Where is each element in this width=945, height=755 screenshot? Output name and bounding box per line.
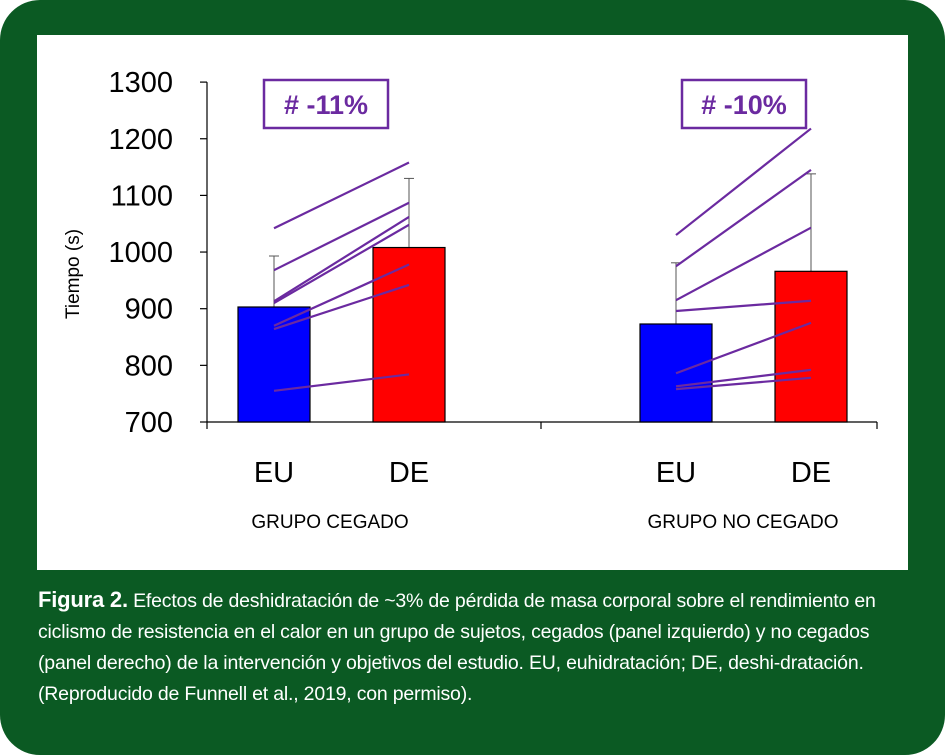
y-tick-label: 1300 (108, 67, 173, 99)
caption-text: Efectos de deshidratación de ~3% de pérd… (38, 590, 876, 705)
difference-badge-label: # -11% (284, 90, 368, 120)
subject-line (273, 201, 410, 272)
subject-line (675, 299, 812, 313)
y-tick-label: 1100 (111, 180, 173, 212)
group-label: GRUPO NO CEGADO (647, 512, 838, 533)
subject-line (273, 373, 410, 392)
bar-de (372, 246, 446, 423)
y-axis-label: Tiempo (s) (63, 229, 84, 319)
category-label: DE (389, 457, 429, 489)
category-label: DE (791, 457, 831, 489)
y-tick-label: 900 (125, 294, 173, 326)
subject-line (273, 223, 410, 304)
figure-caption: Figura 2. Efectos de deshidratación de ~… (38, 584, 910, 710)
subject-line (273, 283, 410, 331)
subject-line (273, 161, 410, 230)
caption-label: Figura 2. (38, 587, 128, 612)
subject-line (675, 169, 812, 268)
subject-line (675, 376, 812, 391)
bar-eu (237, 306, 311, 423)
difference-badge-box (680, 78, 808, 130)
subject-line (675, 321, 812, 375)
bar-de (774, 270, 848, 423)
difference-badge-box (262, 78, 390, 130)
subject-line (675, 368, 812, 388)
y-tick-label: 800 (125, 350, 173, 382)
difference-badge-label: # -10% (701, 90, 787, 120)
y-tick-label: 1000 (108, 237, 173, 269)
group-label: GRUPO CEGADO (251, 512, 408, 533)
category-label: EU (656, 457, 696, 489)
y-tick-label: 700 (125, 407, 173, 439)
category-label: EU (254, 457, 294, 489)
subject-line (273, 263, 410, 327)
subject-line (675, 127, 812, 236)
subject-line (273, 215, 410, 303)
y-tick-label: 1200 (108, 124, 173, 156)
subject-line (675, 226, 812, 302)
